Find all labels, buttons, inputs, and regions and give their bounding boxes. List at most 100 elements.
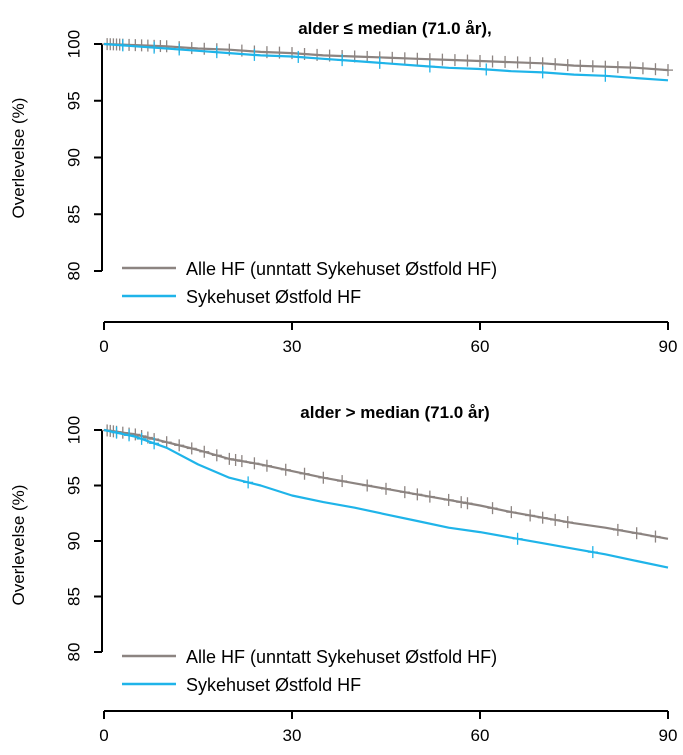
censor-mark: [117, 39, 128, 52]
censor-mark: [612, 61, 623, 74]
chart-title: alder > median (71.0 år): [300, 403, 489, 422]
x-tick-label: 60: [471, 337, 490, 356]
censor-mark: [249, 457, 260, 470]
censor-mark: [199, 445, 210, 458]
y-tick-label: 95: [65, 91, 84, 110]
censor-mark: [487, 502, 498, 515]
censor-mark: [625, 61, 636, 74]
censor-mark: [381, 482, 391, 495]
censor-mark: [161, 40, 172, 53]
censor-mark: [487, 55, 498, 68]
censor-mark: [424, 490, 435, 503]
censor-mark: [562, 516, 573, 529]
censor-mark: [280, 463, 291, 476]
legend-label-ostfold: Sykehuset Østfold HF: [186, 675, 361, 695]
censor-mark: [437, 53, 448, 66]
censor-mark: [293, 50, 304, 63]
series-line-sykehuset-ostfold: [103, 42, 669, 82]
censor-mark: [399, 52, 410, 65]
y-tick-label: 90: [65, 148, 84, 167]
censor-mark: [637, 62, 648, 75]
censor-mark: [243, 476, 254, 489]
censor-mark: [149, 41, 160, 54]
censor-mark: [456, 496, 467, 509]
censor-mark: [537, 66, 548, 79]
censor-mark: [506, 506, 517, 519]
censor-mark: [587, 546, 598, 559]
censor-mark: [424, 60, 435, 73]
censor-mark: [261, 459, 272, 472]
x-tick-label: 0: [99, 337, 108, 356]
y-tick-label: 80: [65, 262, 84, 281]
censor-mark: [174, 439, 185, 452]
censor-mark: [481, 63, 492, 76]
legend-label-ostfold: Sykehuset Østfold HF: [186, 287, 361, 307]
y-tick-label: 95: [65, 476, 84, 495]
censor-mark: [412, 488, 423, 501]
censor-mark: [443, 493, 454, 506]
series-line-sykehuset-ostfold: [103, 428, 669, 569]
censor-mark: [412, 52, 423, 65]
y-tick-label: 85: [65, 587, 84, 606]
y-axis-label: Overlevelse (%): [9, 485, 28, 606]
censor-mark: [512, 532, 523, 545]
censor-mark: [174, 43, 185, 56]
censor-mark: [249, 48, 260, 61]
censor-mark: [475, 55, 485, 68]
censor-mark: [462, 497, 473, 510]
censor-mark: [186, 442, 197, 455]
chart-title: alder ≤ median (71.0 år),: [298, 19, 492, 38]
chart-panel-age-le-median: alder ≤ median (71.0 år), Overlevelse (%…: [9, 19, 677, 356]
censor-mark: [525, 56, 536, 69]
censor-mark: [130, 428, 141, 441]
chart-panel-age-gt-median: alder > median (71.0 år) Overlevelse (%)…: [9, 403, 677, 745]
censor-mark: [299, 467, 310, 480]
censor-mark: [211, 46, 222, 59]
legend-label-alle: Alle HF (unntatt Sykehuset Østfold HF): [186, 647, 497, 667]
x-tick-label: 0: [99, 726, 108, 745]
censor-mark: [562, 59, 573, 72]
censor-mark: [374, 56, 385, 69]
censor-mark: [462, 54, 473, 67]
legend-label-alle: Alle HF (unntatt Sykehuset Østfold HF): [186, 259, 497, 279]
censor-mark: [387, 51, 398, 64]
x-tick-label: 30: [283, 726, 302, 745]
censor-mark: [124, 429, 135, 442]
y-tick-label: 100: [65, 416, 84, 444]
censor-mark: [663, 64, 673, 77]
censor-mark: [500, 55, 511, 68]
censor-mark: [224, 452, 235, 465]
censor-mark: [149, 437, 160, 450]
censor-mark: [111, 426, 122, 439]
censor-mark: [337, 475, 348, 488]
censor-mark: [211, 449, 222, 462]
y-axis-label: Overlevelse (%): [9, 98, 28, 219]
censor-mark: [587, 60, 598, 73]
censor-mark: [537, 511, 548, 524]
x-tick-label: 30: [283, 337, 302, 356]
censor-mark: [650, 63, 661, 76]
y-tick-label: 90: [65, 532, 84, 551]
censor-mark: [362, 479, 373, 492]
censor-mark: [575, 59, 586, 72]
censor-mark: [136, 432, 147, 445]
censor-mark: [550, 513, 561, 526]
censor-mark: [631, 527, 642, 540]
censor-mark: [230, 453, 241, 466]
censor-mark: [337, 54, 348, 67]
censor-mark: [650, 530, 661, 543]
censor-mark: [449, 54, 460, 67]
series-line-alle-hf: [103, 42, 669, 72]
censor-mark: [199, 42, 210, 55]
censor-mark: [550, 58, 561, 71]
censor-mark: [399, 486, 410, 499]
legend: Alle HF (unntatt Sykehuset Østfold HF) S…: [122, 647, 497, 695]
censor-mark: [525, 509, 536, 522]
y-tick-label: 100: [65, 30, 84, 58]
x-tick-label: 60: [471, 726, 490, 745]
censor-mark: [612, 523, 623, 536]
y-tick-label: 80: [65, 643, 84, 662]
censor-mark: [600, 69, 611, 82]
censor-mark: [161, 436, 172, 449]
